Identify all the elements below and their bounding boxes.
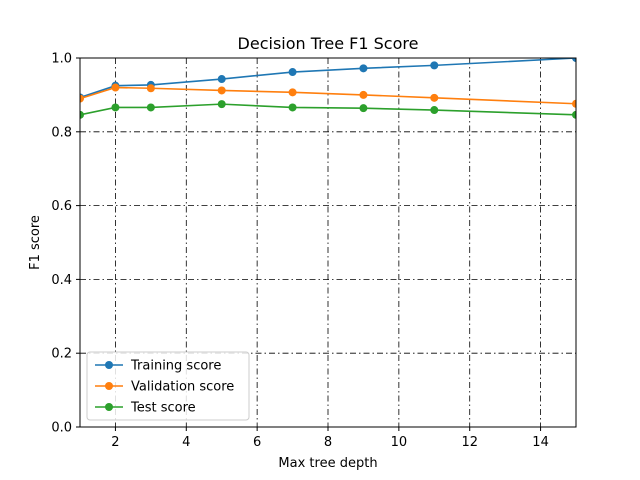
data-point-validation-score xyxy=(217,86,226,95)
series-line-validation-score xyxy=(80,86,576,105)
y-tick-label: 0.8 xyxy=(51,125,72,140)
data-point-validation-score xyxy=(430,93,439,102)
y-tick-label: 0.4 xyxy=(51,273,72,288)
series-group xyxy=(80,58,576,119)
chart-title: Decision Tree F1 Score xyxy=(238,34,419,53)
data-point-test-score xyxy=(430,106,439,115)
data-point-validation-score xyxy=(80,94,84,103)
x-tick-label: 4 xyxy=(182,435,190,450)
x-tick-label: 12 xyxy=(461,435,478,450)
x-tick-label: 8 xyxy=(324,435,332,450)
data-point-test-score xyxy=(111,103,120,112)
y-tick-label: 0.2 xyxy=(51,347,72,362)
legend-label: Training score xyxy=(130,359,221,374)
data-point-test-score xyxy=(572,110,576,119)
legend-box xyxy=(86,351,250,421)
x-tick-label: 14 xyxy=(532,435,549,450)
y-tick-label: 1.0 xyxy=(51,52,72,67)
legend-marker xyxy=(105,382,113,390)
legend-label: Validation score xyxy=(131,380,234,395)
data-point-training-score xyxy=(288,68,297,77)
x-axis-label: Max tree depth xyxy=(278,456,377,471)
y-axis-label: F1 score xyxy=(28,215,43,270)
axis-ticks: 2 4 6 8 10 12 14 0.0 0.2 0.4 0.6 0.8 1.0 xyxy=(51,52,549,451)
legend-marker xyxy=(105,361,113,369)
data-point-test-score xyxy=(217,100,226,109)
data-point-test-score xyxy=(146,103,155,112)
data-point-validation-score xyxy=(288,88,297,97)
x-tick-label: 2 xyxy=(111,435,119,450)
data-point-training-score xyxy=(430,61,439,70)
legend: Training score Validation score Test score xyxy=(86,351,250,421)
data-point-validation-score xyxy=(146,84,155,93)
data-point-test-score xyxy=(80,110,84,119)
y-tick-label: 0.6 xyxy=(51,199,72,214)
legend-label: Test score xyxy=(130,401,196,416)
data-point-training-score xyxy=(359,64,368,73)
series-line-test-score xyxy=(80,103,576,116)
data-point-validation-score xyxy=(111,83,120,92)
data-point-validation-score xyxy=(572,99,576,108)
data-point-validation-score xyxy=(359,90,368,99)
data-point-training-score xyxy=(572,58,576,62)
x-tick-label: 6 xyxy=(253,435,261,450)
data-point-test-score xyxy=(359,104,368,113)
data-point-test-score xyxy=(288,103,297,112)
series-line-training-score xyxy=(80,58,576,99)
y-tick-label: 0.0 xyxy=(51,421,72,436)
data-point-training-score xyxy=(217,75,226,84)
x-tick-label: 10 xyxy=(391,435,408,450)
legend-marker xyxy=(105,403,113,411)
